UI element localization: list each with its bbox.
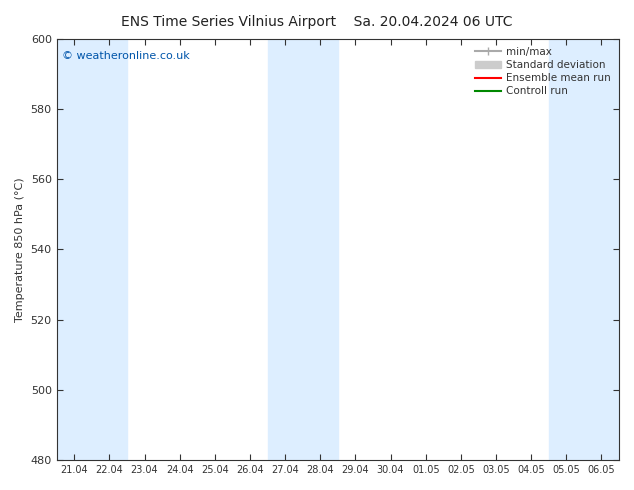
Text: © weatheronline.co.uk: © weatheronline.co.uk [62,51,190,61]
Text: ENS Time Series Vilnius Airport    Sa. 20.04.2024 06 UTC: ENS Time Series Vilnius Airport Sa. 20.0… [121,15,513,29]
Bar [584,39,619,460]
Y-axis label: Temperature 850 hPa (°C): Temperature 850 hPa (°C) [15,177,25,321]
Legend: min/max, Standard deviation, Ensemble mean run, Controll run: min/max, Standard deviation, Ensemble me… [472,44,614,99]
Bar [302,39,338,460]
Bar [56,39,92,460]
Bar [92,39,127,460]
Bar [268,39,302,460]
Bar [548,39,584,460]
